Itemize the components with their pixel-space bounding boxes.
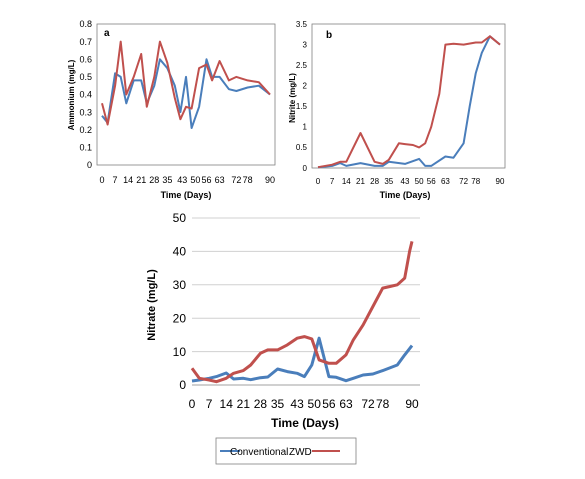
y-tick-label: 0.4 [79, 90, 92, 100]
y-tick-label: 20 [173, 311, 187, 325]
x-tick-label: 14 [342, 177, 351, 186]
x-tick-label: 21 [237, 397, 251, 411]
x-tick-label: 43 [290, 397, 304, 411]
y-tick-label: 40 [173, 245, 187, 259]
x-tick-label: 78 [471, 177, 480, 186]
x-axis-title-c: Time (Days) [271, 416, 339, 430]
x-axis-title-b: Time (Days) [380, 190, 431, 200]
legend: Conventional ZWD [215, 437, 357, 465]
y-tick-label: 0.8 [79, 19, 92, 29]
x-tick-label: 0 [189, 397, 196, 411]
x-tick-label: 90 [265, 175, 275, 185]
series-line-blue [317, 35, 501, 169]
x-tick-label: 78 [243, 175, 253, 185]
y-tick-label: 3 [303, 40, 308, 49]
series-line-red [317, 35, 501, 169]
x-tick-label: 78 [376, 397, 390, 411]
y-tick-label: 1 [303, 123, 308, 132]
x-tick-label: 14 [123, 175, 133, 185]
x-tick-label: 50 [308, 397, 322, 411]
x-tick-label: 35 [271, 397, 285, 411]
y-tick-label: 0.6 [79, 54, 92, 64]
x-tick-label: 50 [190, 175, 200, 185]
x-tick-label: 50 [415, 177, 424, 186]
x-tick-label: 43 [401, 177, 410, 186]
panel-label-a: a [104, 28, 110, 39]
x-tick-label: 7 [206, 397, 213, 411]
y-tick-label: 0.1 [79, 143, 92, 153]
y-tick-label: 0.5 [296, 143, 308, 152]
x-tick-label: 7 [330, 177, 335, 186]
x-tick-label: 72 [361, 397, 375, 411]
x-tick-label: 72 [459, 177, 468, 186]
x-tick-label: 14 [220, 397, 234, 411]
x-tick-label: 35 [384, 177, 393, 186]
y-tick-label: 0 [179, 378, 186, 392]
panel-label-b: b [326, 30, 332, 41]
series-line-red [101, 40, 271, 126]
series-line-blue [191, 336, 414, 383]
x-tick-label: 90 [496, 177, 505, 186]
x-tick-label: 35 [162, 175, 172, 185]
panel-a: a 00.10.20.30.40.50.60.70.8 0 7 14 21 28 35 43… [67, 19, 276, 200]
legend-label-zwd: ZWD [289, 447, 312, 458]
panel-b: b 00.511.522.533.5 0 7 14 21 28 35 43 50 56 63 72 7… [288, 20, 506, 200]
x-tick-label: 28 [370, 177, 379, 186]
y-tick-label: 0.2 [79, 125, 92, 135]
y-axis-title-b: Nitrite (mg/L) [288, 73, 297, 123]
x-tick-label: 56 [322, 397, 336, 411]
y-tick-label: 0 [303, 164, 308, 173]
x-tick-label: 56 [202, 175, 212, 185]
x-tick-label: 72 [231, 175, 241, 185]
x-axis-title-a: Time (Days) [161, 190, 212, 200]
y-tick-label: 0 [87, 160, 92, 170]
x-tick-label: 90 [405, 397, 419, 411]
y-tick-label: 2 [303, 82, 308, 91]
y-tick-label: 0.3 [79, 107, 92, 117]
y-tick-label: 10 [173, 345, 187, 359]
y-tick-label: 0.7 [79, 37, 92, 47]
x-tick-label: 63 [441, 177, 450, 186]
y-axis-title-c: Nitrate (mg/L) [146, 269, 158, 341]
x-tick-label: 63 [215, 175, 225, 185]
series-line-red [190, 241, 414, 384]
x-tick-label: 0 [99, 175, 104, 185]
x-tick-label: 63 [339, 397, 353, 411]
series-line-blue [101, 58, 271, 129]
x-tick-label: 7 [113, 175, 118, 185]
y-tick-label: 30 [173, 278, 187, 292]
x-tick-label: 28 [254, 397, 268, 411]
y-tick-label: 1.5 [296, 102, 308, 111]
y-tick-label: 3.5 [296, 20, 308, 29]
y-tick-label: 0.5 [79, 72, 92, 82]
y-tick-label: 2.5 [296, 61, 308, 70]
x-tick-label: 21 [356, 177, 365, 186]
y-tick-label: 50 [173, 211, 187, 225]
x-tick-label: 0 [316, 177, 321, 186]
legend-label-conventional: Conventional [230, 447, 288, 458]
x-tick-label: 21 [136, 175, 146, 185]
y-axis-title-a: Ammonium (mg/L) [67, 59, 76, 130]
x-tick-label: 56 [427, 177, 436, 186]
x-tick-label: 43 [177, 175, 187, 185]
x-tick-label: 28 [149, 175, 159, 185]
